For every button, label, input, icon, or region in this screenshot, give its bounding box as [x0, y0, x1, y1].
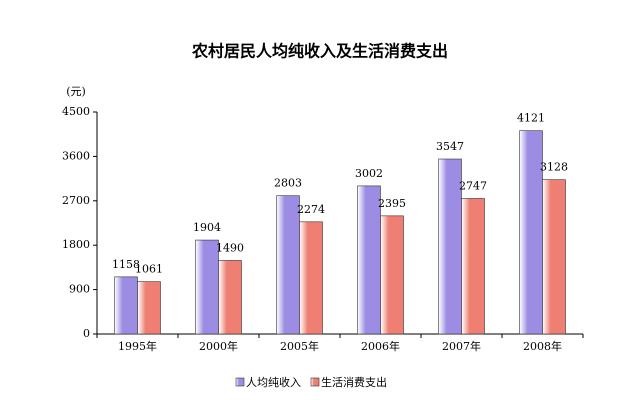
y-tick-label: 1800 — [62, 238, 90, 251]
bar — [542, 179, 566, 335]
bar — [461, 198, 485, 335]
x-tick-label: 2005年 — [280, 339, 319, 353]
x-tick-label: 2008年 — [523, 339, 562, 353]
y-tick-label: 900 — [69, 283, 90, 296]
legend-label: 生活消费支出 — [321, 375, 387, 389]
x-tick-label: 2007年 — [442, 339, 481, 353]
x-tick-label: 1995年 — [118, 339, 157, 353]
legend-swatch — [310, 377, 320, 387]
value-label: 4121 — [517, 112, 545, 125]
y-axis-label: (元) — [66, 85, 86, 98]
value-label: 3547 — [436, 140, 464, 153]
value-label: 2747 — [459, 179, 487, 192]
value-label: 3002 — [355, 167, 383, 180]
y-tick-label: 4500 — [62, 105, 90, 118]
x-tick-label: 2000年 — [199, 339, 238, 353]
value-label: 1158 — [112, 258, 140, 271]
legend-swatch — [235, 377, 245, 387]
value-label: 2803 — [274, 177, 302, 190]
value-label: 2274 — [297, 203, 325, 216]
value-label: 1490 — [216, 241, 244, 254]
bar — [276, 195, 300, 335]
bar — [380, 215, 404, 335]
value-label: 1904 — [193, 221, 221, 234]
bar — [299, 221, 323, 335]
bar — [218, 260, 242, 335]
x-tick-label: 2006年 — [361, 339, 400, 353]
y-tick-label: 2700 — [62, 194, 90, 207]
legend-label: 人均纯收入 — [246, 375, 301, 389]
value-label: 1061 — [135, 263, 163, 276]
y-tick-label: 0 — [83, 327, 90, 340]
bar — [114, 276, 138, 335]
y-tick-label: 3600 — [62, 149, 90, 162]
value-label: 3128 — [540, 161, 568, 174]
bar — [137, 281, 161, 335]
chart-title: 农村居民人均纯收入及生活消费支出 — [191, 42, 448, 61]
value-label: 2395 — [378, 197, 406, 210]
